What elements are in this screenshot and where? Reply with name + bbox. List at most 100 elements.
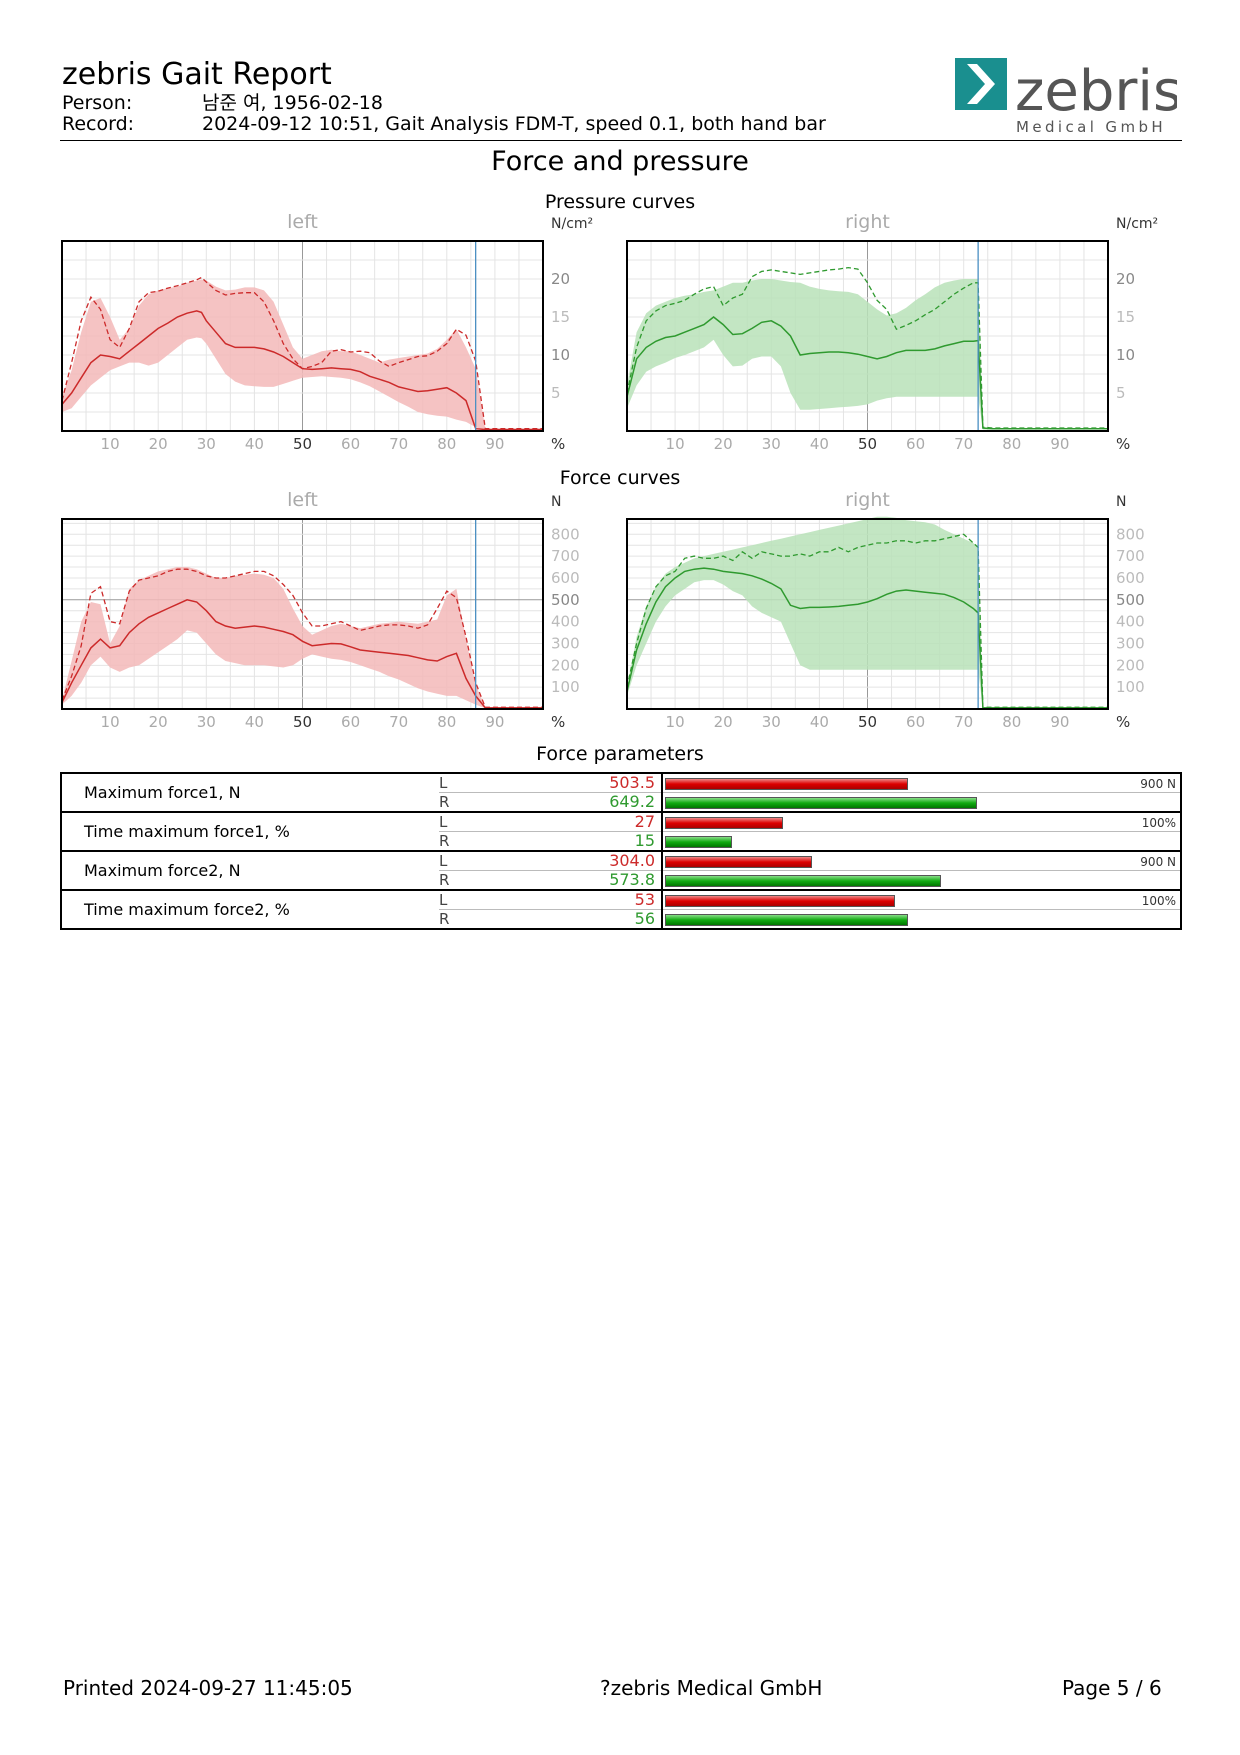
pressure-curves-title: Pressure curves: [544, 191, 696, 213]
x-tick-label: 50: [293, 435, 312, 453]
y-tick-label: 300: [551, 634, 580, 652]
chart-frame: [626, 518, 1109, 710]
x-tick-label: 40: [245, 435, 264, 453]
x-unit-label: %: [1116, 435, 1130, 453]
param-bar-R: [665, 875, 942, 887]
y-tick-label: 20: [551, 270, 570, 288]
param-name: Time maximum force2, %: [61, 889, 439, 929]
x-unit-label: %: [551, 713, 565, 731]
param-bar-cell: [662, 792, 1181, 812]
x-tick-label: 80: [437, 713, 456, 731]
param-row-L: Time maximum force2, % L 53 100%: [61, 889, 1181, 929]
param-row-R: R 56: [61, 909, 1181, 929]
zebris-logo: zebris Medical GmbH: [955, 58, 1177, 136]
x-tick-label: 90: [485, 713, 504, 731]
record-label: Record:: [62, 113, 135, 135]
param-value: 304.0: [469, 850, 663, 871]
param-name: Time maximum force1, %: [61, 811, 439, 851]
x-tick-label: 10: [666, 435, 685, 453]
person-value: 남준 여, 1956-02-18: [202, 92, 383, 114]
y-tick-label: 200: [1116, 656, 1145, 674]
side-label: L: [439, 850, 469, 871]
y-tick-label: 400: [1116, 613, 1145, 631]
x-tick-label: 60: [906, 435, 925, 453]
param-row-R: R 649.2: [61, 792, 1181, 812]
y-unit-label: N: [1116, 494, 1126, 510]
side-label: R: [439, 909, 469, 929]
param-name: Maximum force1, N: [84, 782, 241, 802]
mean-curve-left: [61, 310, 543, 431]
force-curves-title: Force curves: [559, 467, 681, 489]
x-tick-label: 10: [666, 713, 685, 731]
y-tick-label: 500: [551, 591, 580, 609]
x-tick-label: 10: [101, 435, 120, 453]
panel-label-left: left: [287, 211, 318, 233]
y-unit-label: N/cm²: [1116, 216, 1158, 232]
variability-band-left: [62, 279, 543, 431]
param-bar-R: [665, 797, 978, 809]
chart-frame: [61, 518, 544, 710]
x-tick-label: 50: [293, 713, 312, 731]
variability-band-right: [627, 279, 1108, 430]
param-row-R: R 573.8: [61, 870, 1181, 890]
x-tick-label: 30: [762, 435, 781, 453]
curve-charts: left N/cm² 10 20 30 40 50 60 70 80 90 % 5 10 15 20 right…: [61, 211, 1158, 731]
x-tick-label: 80: [1002, 435, 1021, 453]
max-curve-left: [61, 276, 543, 430]
y-tick-label: 500: [1116, 591, 1145, 609]
param-bar-cell: 100%: [662, 811, 1181, 832]
side-label: L: [439, 889, 469, 910]
x-tick-label: 30: [197, 713, 216, 731]
x-tick-label: 70: [389, 435, 408, 453]
x-tick-label: 20: [149, 435, 168, 453]
x-tick-label: 80: [437, 435, 456, 453]
param-bar-L: [665, 778, 908, 790]
logo-arrow-icon: [967, 64, 995, 104]
side-label: L: [439, 774, 448, 792]
x-tick-label: 70: [389, 713, 408, 731]
param-value: 27: [469, 811, 663, 832]
param-row-L: Time maximum force1, % L 27 100%: [61, 811, 1181, 851]
bar-max-label: 900 N: [1140, 855, 1176, 869]
bar-max-label: 900 N: [1140, 777, 1176, 791]
side-label: L: [439, 811, 469, 832]
param-bar-cell: [662, 870, 1181, 890]
x-tick-label: 80: [1002, 713, 1021, 731]
y-tick-label: 200: [551, 656, 580, 674]
x-tick-label: 40: [810, 713, 829, 731]
y-tick-label: 15: [1116, 308, 1135, 326]
y-tick-label: 15: [551, 308, 570, 326]
panel-label-right: right: [845, 211, 890, 233]
param-row-R: R 15: [61, 831, 1181, 851]
mean-curve-right: [626, 316, 1108, 430]
x-unit-label: %: [551, 435, 565, 453]
x-tick-label: 60: [341, 713, 360, 731]
param-bar-L: [665, 895, 895, 907]
y-tick-label: 100: [551, 678, 580, 696]
x-tick-label: 20: [714, 435, 733, 453]
x-tick-label: 30: [197, 435, 216, 453]
x-unit-label: %: [1116, 713, 1130, 731]
x-tick-label: 90: [485, 435, 504, 453]
param-bar-cell: [662, 909, 1181, 929]
param-value: 15: [469, 831, 663, 851]
panel-label-left: left: [287, 489, 318, 511]
param-value: 56: [469, 909, 663, 929]
param-bar-cell: 900 N: [662, 773, 1181, 793]
chart-frame: [61, 240, 544, 432]
y-tick-label: 700: [1116, 547, 1145, 565]
y-tick-label: 800: [1116, 525, 1145, 543]
section-title: Force and pressure: [491, 146, 749, 177]
x-tick-label: 70: [954, 713, 973, 731]
variability-band-right: [627, 516, 1108, 709]
x-tick-label: 60: [341, 435, 360, 453]
param-value: 53: [469, 889, 663, 910]
x-tick-label: 90: [1050, 713, 1069, 731]
y-tick-label: 700: [551, 547, 580, 565]
footer-printed: Printed 2024-09-27 11:45:05: [63, 1676, 353, 1700]
param-bar-cell: 100%: [662, 889, 1181, 910]
y-tick-label: 10: [1116, 346, 1135, 364]
y-unit-label: N: [551, 494, 561, 510]
param-bar-cell: 900 N: [662, 850, 1181, 871]
y-tick-label: 100: [1116, 678, 1145, 696]
